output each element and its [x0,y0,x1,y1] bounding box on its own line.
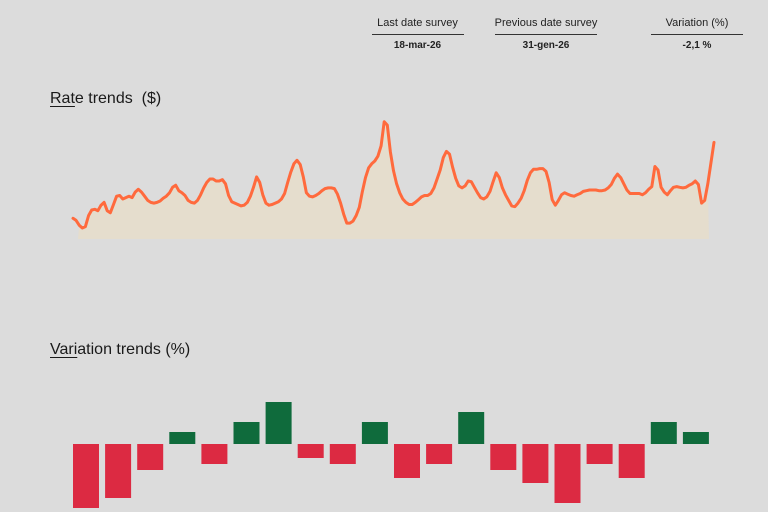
previous-survey-divider [495,34,597,35]
variation-bar-18 [618,444,645,478]
rate-trends-title-rest: e trends ($) [74,90,162,107]
survey-summary: Last date survey 18-mar-26 Previous date… [0,14,768,58]
rate-line [71,120,716,230]
variation-trends-chart [73,402,709,508]
variation-bar-19 [650,422,677,444]
variation-divider [651,34,743,35]
variation-bar-9 [329,444,356,464]
variation-bar-17 [586,444,613,464]
variation-column: Variation (%) -2,1 % [650,14,744,53]
rate-trends-title-underlined: Rat [50,90,75,107]
last-survey-divider [371,34,464,35]
variation-bar-3 [137,444,164,470]
variation-bar-8 [297,444,324,458]
variation-bar-16 [554,444,581,503]
variation-bar-20 [682,432,709,444]
variation-trends-title-underlined: Vari [50,341,78,358]
variation-bar-12 [426,444,453,464]
variation-bar-14 [490,444,517,470]
last-survey-value: 18-mar-26 [393,40,442,51]
rate-trends-chart [71,120,716,239]
last-survey-label: Last date survey [377,17,458,29]
variation-trends-title: Variation trends (%) [50,341,190,359]
last-survey-column: Last date survey 18-mar-26 [370,14,465,53]
variation-bar-7 [265,402,292,444]
variation-label: Variation (%) [665,17,729,29]
rate-trends-title: Rate trends ($) [50,90,161,108]
variation-bar-6 [233,422,260,444]
variation-bar-10 [361,422,388,444]
variation-bar-2 [105,444,132,498]
variation-value: -2,1 % [682,40,712,51]
previous-survey-value: 31-gen-26 [522,40,570,51]
previous-survey-column: Previous date survey 31-gen-26 [486,14,606,53]
variation-bar-4 [169,432,196,444]
variation-bar-13 [458,412,485,444]
variation-trends-title-rest: ation trends (%) [77,341,191,358]
variation-bar-11 [394,444,420,478]
previous-survey-label: Previous date survey [494,17,598,29]
rate-area-fill [78,121,709,239]
variation-bar-1 [73,444,99,508]
variation-bar-5 [201,444,228,464]
variation-bar-15 [522,444,549,483]
